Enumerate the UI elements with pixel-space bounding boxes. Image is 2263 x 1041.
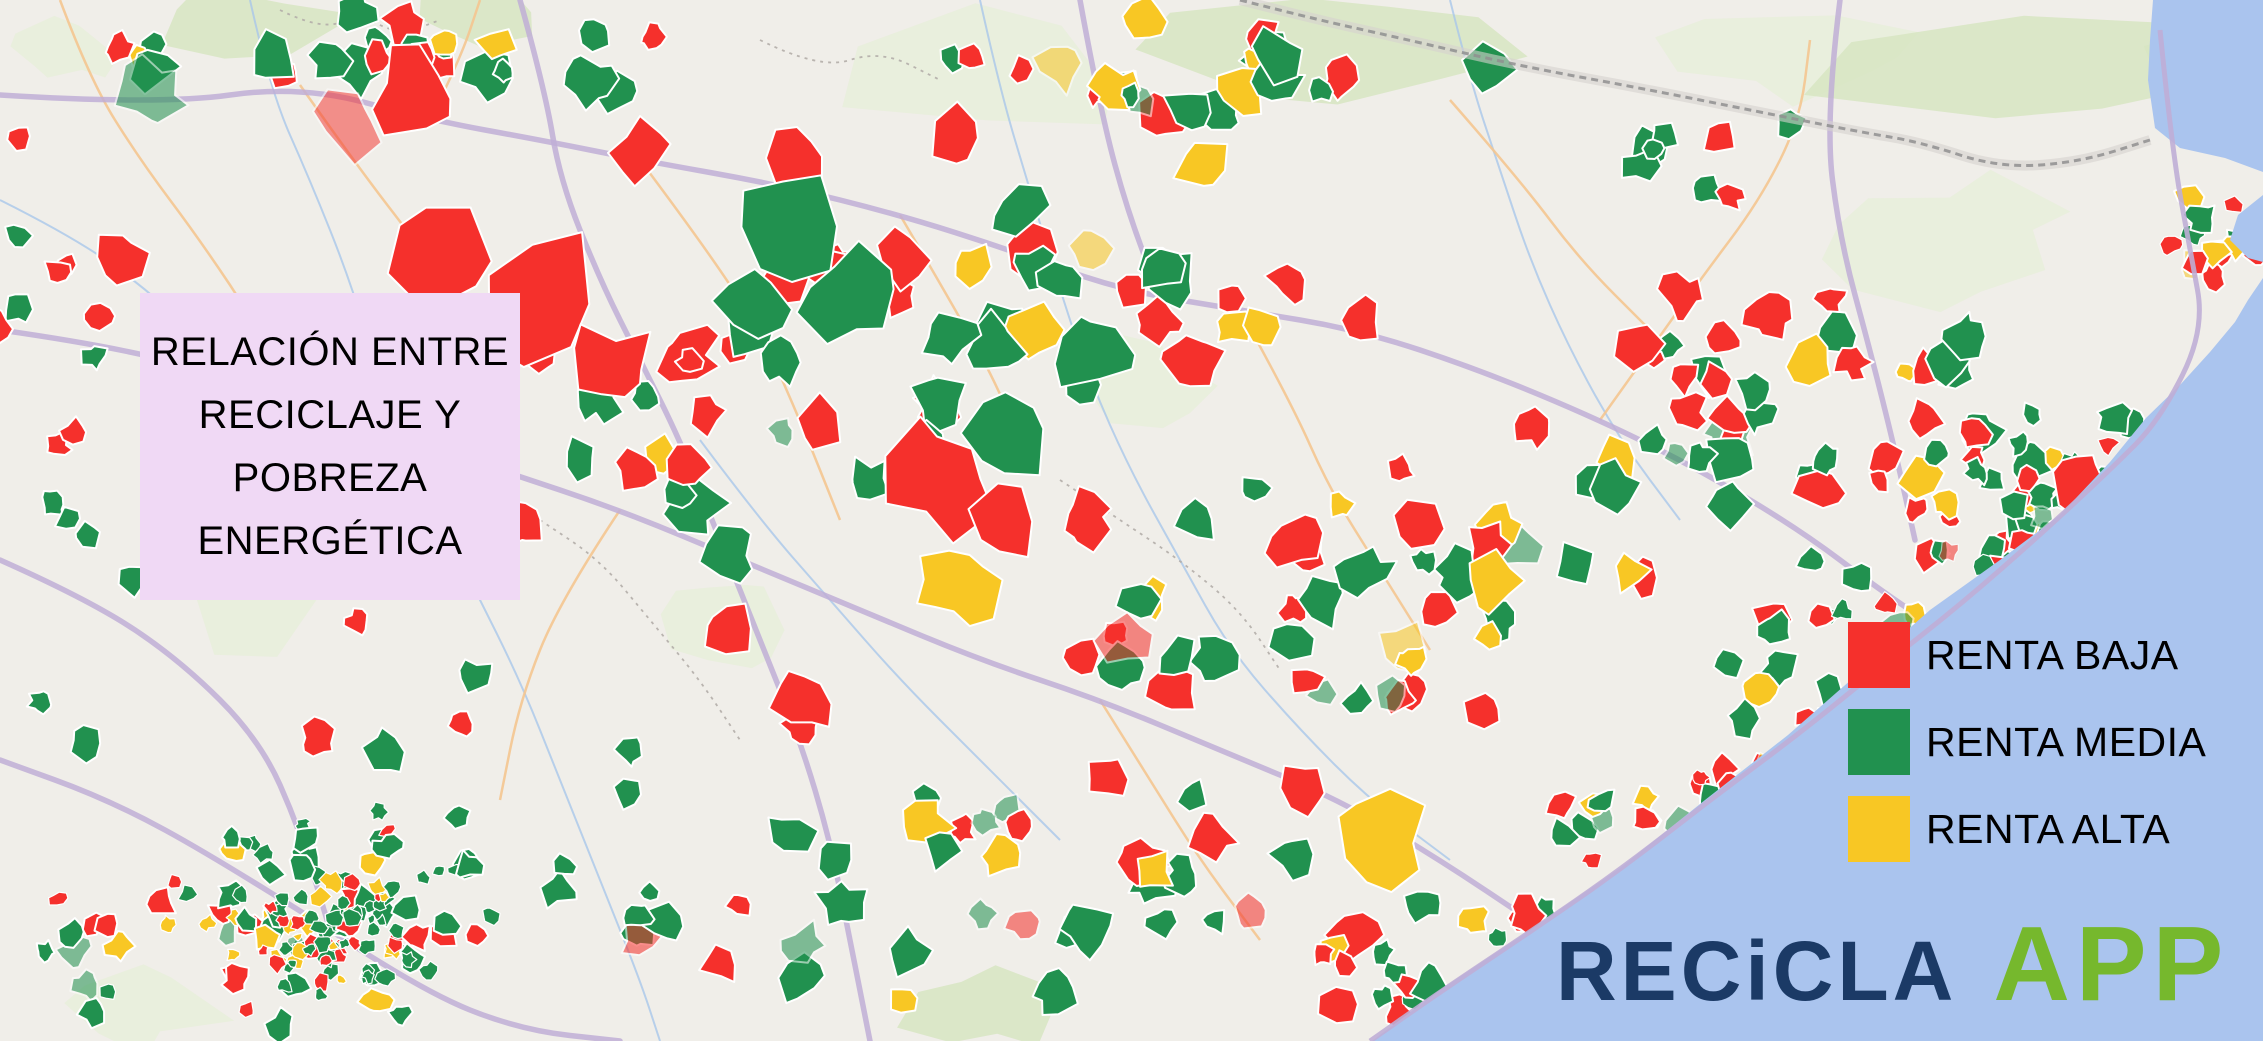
recicla-app-logo: RECiCLA APP <box>1556 904 2229 1025</box>
title-line-4: ENERGÉTICA <box>197 518 463 563</box>
legend-swatch-renta-media <box>1848 709 1910 775</box>
coastal-road <box>1368 29 2202 1041</box>
legend-label-renta-alta: RENTA ALTA <box>1926 805 2171 852</box>
legend-swatch-renta-baja <box>1848 622 1910 688</box>
legend: RENTA BAJA RENTA MEDIA RENTA ALTA <box>1848 622 2206 883</box>
france-border-layer <box>1238 0 2152 171</box>
legend-item-renta-baja: RENTA BAJA <box>1848 622 2206 688</box>
sea-layer <box>1372 0 2263 1041</box>
legend-label-renta-media: RENTA MEDIA <box>1926 718 2207 765</box>
logo-recicla-text: RECiCLA <box>1556 924 1958 1018</box>
title-box: RELACIÓN ENTRE RECICLAJE Y POBREZA ENERG… <box>140 293 520 600</box>
legend-item-renta-media: RENTA MEDIA <box>1848 709 2206 775</box>
logo-app-text: APP <box>1993 905 2230 1023</box>
title-line-2: RECICLAJE Y <box>198 392 462 437</box>
title-line-3: POBREZA <box>232 455 428 500</box>
legend-label-renta-baja: RENTA BAJA <box>1926 631 2179 678</box>
title-line-1: RELACIÓN ENTRE <box>150 329 510 374</box>
legend-swatch-renta-alta <box>1848 796 1910 862</box>
legend-item-renta-alta: RENTA ALTA <box>1848 796 2206 862</box>
